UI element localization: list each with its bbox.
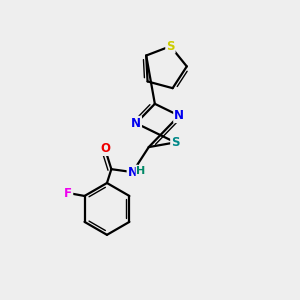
Text: N: N [131,117,141,130]
Text: N: N [128,166,138,178]
Text: H: H [136,166,146,176]
Text: N: N [174,109,184,122]
Text: F: F [64,187,72,200]
Text: O: O [100,142,110,155]
Text: S: S [166,40,175,53]
Text: S: S [171,136,180,149]
